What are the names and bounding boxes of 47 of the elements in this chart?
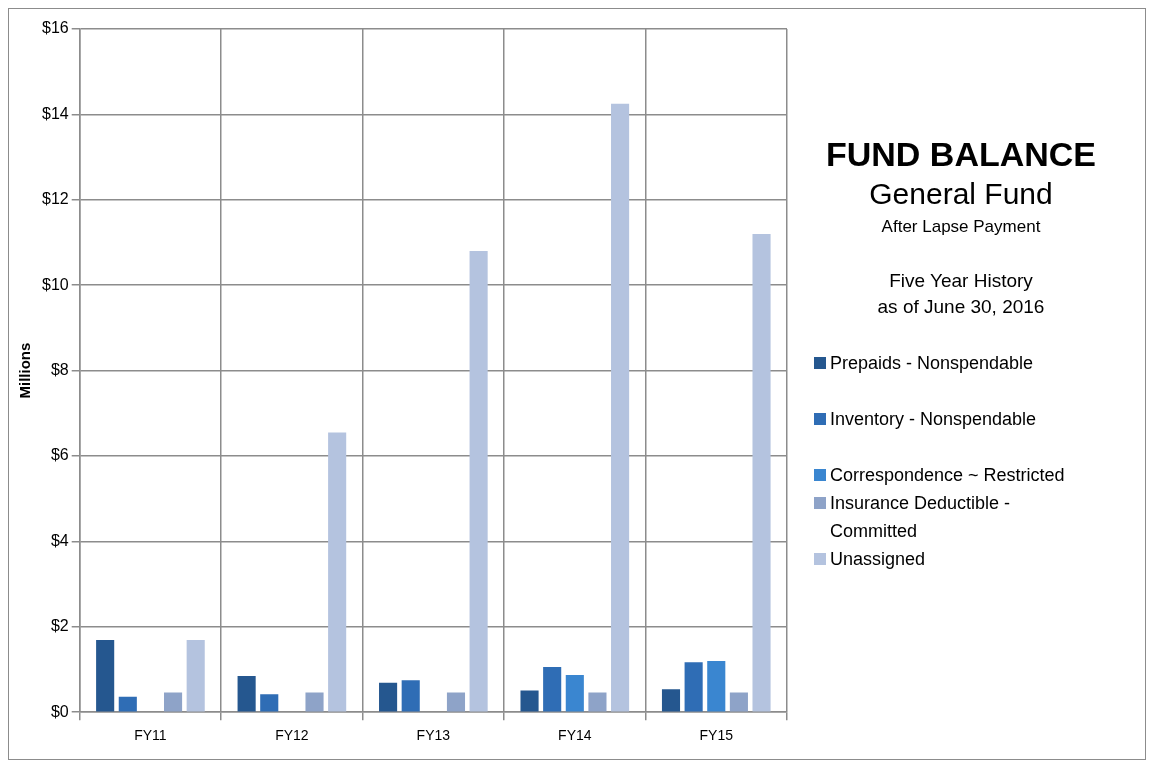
bar: [520, 690, 539, 712]
bar: [379, 682, 398, 712]
x-tick-label: FY14: [558, 727, 592, 744]
bar: [164, 692, 183, 712]
legend-label: Inventory - Nonspendable: [830, 408, 1038, 431]
bar: [118, 696, 137, 712]
bar: [729, 692, 748, 712]
y-axis-title: Millions: [16, 342, 34, 399]
y-tick-label: $0: [50, 702, 69, 720]
bar: [565, 675, 584, 712]
y-tick-label: $14: [41, 104, 69, 122]
y-tick-label: $2: [50, 617, 69, 635]
y-tick-label: $12: [41, 190, 69, 208]
x-tick-label: FY15: [699, 727, 734, 744]
text: FUND BALANCE: [824, 134, 1098, 174]
text: After Lapse Payment: [880, 216, 1042, 238]
bar: [328, 432, 347, 712]
bar: [611, 103, 630, 712]
y-tick-label: $4: [50, 531, 69, 549]
x-tick-label: FY11: [134, 727, 167, 744]
y-tick-label: $8: [50, 361, 69, 379]
bar: [446, 692, 466, 712]
y-tick-label: $10: [41, 275, 69, 293]
bar: [469, 251, 488, 712]
y-tick-label: $6: [50, 446, 69, 464]
bar: [260, 694, 279, 712]
legend-label: Prepaids - Nonspendable: [830, 352, 1035, 375]
bar: [707, 660, 726, 712]
bar: [305, 692, 324, 712]
bar: [96, 640, 115, 712]
bar: [684, 662, 703, 712]
text: Five Year History: [888, 269, 1034, 293]
x-tick-label: FY12: [275, 727, 309, 744]
bar: [237, 675, 256, 712]
bar: [588, 692, 607, 712]
text: General Fund: [868, 176, 1054, 212]
bar: [661, 689, 681, 712]
legend-label: Unassigned: [830, 548, 927, 571]
legend-label: Insurance Deductible - Committed: [830, 492, 1012, 543]
bar: [543, 666, 562, 712]
text: as of June 30, 2016: [876, 295, 1046, 319]
x-tick-label: FY13: [416, 727, 451, 744]
y-tick-label: $16: [41, 19, 69, 37]
bar: [186, 640, 205, 712]
legend-label: Correspondence ~ Restricted: [830, 464, 1066, 487]
bar: [752, 233, 771, 712]
bar: [401, 680, 420, 712]
